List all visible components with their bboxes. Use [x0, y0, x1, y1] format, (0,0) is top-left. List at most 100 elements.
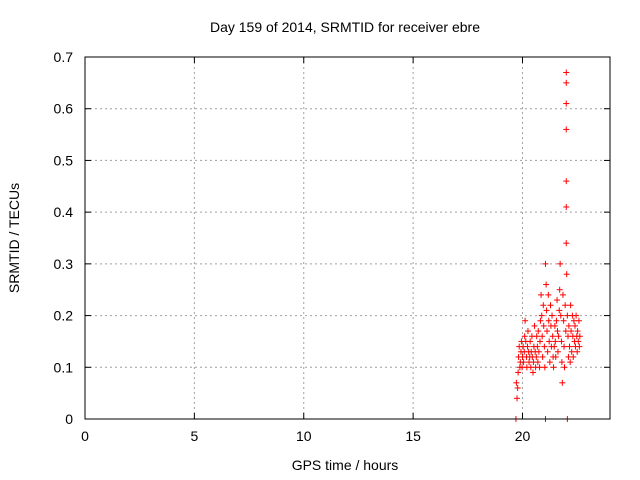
data-point [533, 353, 540, 360]
x-tick-label: 0 [81, 428, 89, 444]
data-point [540, 302, 547, 309]
data-point [546, 359, 553, 366]
data-point [542, 260, 549, 267]
data-point [575, 338, 582, 345]
data-point [564, 312, 571, 319]
data-point [514, 384, 521, 391]
data-point [559, 379, 566, 386]
data-point [563, 100, 570, 107]
data-point [570, 317, 577, 324]
data-point [563, 271, 570, 278]
data-point [556, 286, 563, 293]
x-tick-label: 10 [296, 428, 312, 444]
data-point [538, 291, 545, 298]
plot-area-frame [84, 56, 611, 420]
x-axis-ticks: 0 5 10 15 20 [81, 57, 530, 444]
data-point [556, 307, 563, 314]
data-point [539, 353, 546, 360]
data-point [535, 348, 542, 355]
y-tick-label: 0.7 [54, 49, 74, 65]
data-point [576, 343, 583, 350]
y-tick-label: 0.6 [54, 101, 74, 117]
data-point [560, 317, 567, 324]
data-point [546, 338, 553, 345]
data-point [514, 395, 521, 402]
data-point [563, 79, 570, 86]
data-point [575, 317, 582, 324]
data-point [524, 343, 531, 350]
data-point [534, 359, 541, 366]
data-point [537, 317, 544, 324]
data-point [530, 369, 536, 376]
data-point [543, 281, 550, 288]
data-point [562, 328, 569, 335]
data-point [568, 348, 575, 355]
data-point [567, 302, 574, 309]
x-tick-label: 5 [190, 428, 198, 444]
y-tick-label: 0.2 [54, 308, 74, 324]
data-point [570, 353, 577, 360]
data-point [555, 333, 562, 340]
data-point [531, 322, 538, 329]
data-point [537, 338, 543, 345]
data-point [549, 312, 556, 319]
data-point [563, 69, 570, 76]
data-point [527, 338, 534, 345]
data-point [557, 312, 564, 319]
y-tick-label: 0.1 [54, 359, 74, 375]
y-tick-label: 0.3 [54, 256, 74, 272]
data-points [512, 69, 583, 422]
data-point [539, 333, 546, 340]
data-point [554, 297, 561, 304]
data-point [551, 343, 558, 350]
data-point [572, 322, 578, 329]
data-point [563, 178, 570, 185]
data-point [543, 307, 550, 314]
data-point [533, 333, 540, 340]
data-point [541, 343, 548, 350]
data-point [554, 348, 561, 355]
data-point [561, 343, 568, 350]
data-point [562, 302, 569, 309]
data-point [552, 353, 559, 360]
y-axis-label: SRMTID / TECUs [6, 183, 22, 293]
data-point [534, 343, 541, 350]
data-point [536, 364, 543, 371]
data-point [566, 343, 573, 350]
x-axis-label: GPS time / hours [292, 457, 399, 473]
y-tick-label: 0.5 [54, 152, 74, 168]
data-point [552, 338, 559, 345]
data-point [524, 328, 531, 335]
data-point [538, 312, 545, 319]
data-point [545, 291, 552, 298]
data-point [553, 317, 560, 324]
data-point [549, 333, 556, 340]
data-point [554, 328, 561, 335]
x-tick-label: 20 [515, 428, 531, 444]
data-point [522, 317, 529, 324]
data-point [544, 348, 551, 355]
data-point [535, 328, 542, 335]
data-point [573, 312, 580, 319]
data-point [565, 322, 572, 329]
data-point [568, 328, 575, 335]
data-point [574, 328, 581, 335]
data-point [563, 203, 570, 210]
data-point [547, 302, 554, 309]
x-tick-label: 15 [405, 428, 421, 444]
data-point [561, 364, 568, 371]
data-point [550, 364, 557, 371]
data-point [563, 240, 570, 247]
chart-title: Day 159 of 2014, SRMTID for receiver ebr… [210, 19, 480, 35]
data-point [559, 291, 566, 298]
data-point [576, 333, 583, 340]
data-point [515, 369, 522, 376]
data-point [521, 333, 528, 340]
data-point [520, 359, 527, 366]
data-point [541, 364, 548, 371]
data-point [557, 260, 564, 267]
y-tick-label: 0.4 [54, 204, 74, 220]
data-point [513, 379, 520, 386]
